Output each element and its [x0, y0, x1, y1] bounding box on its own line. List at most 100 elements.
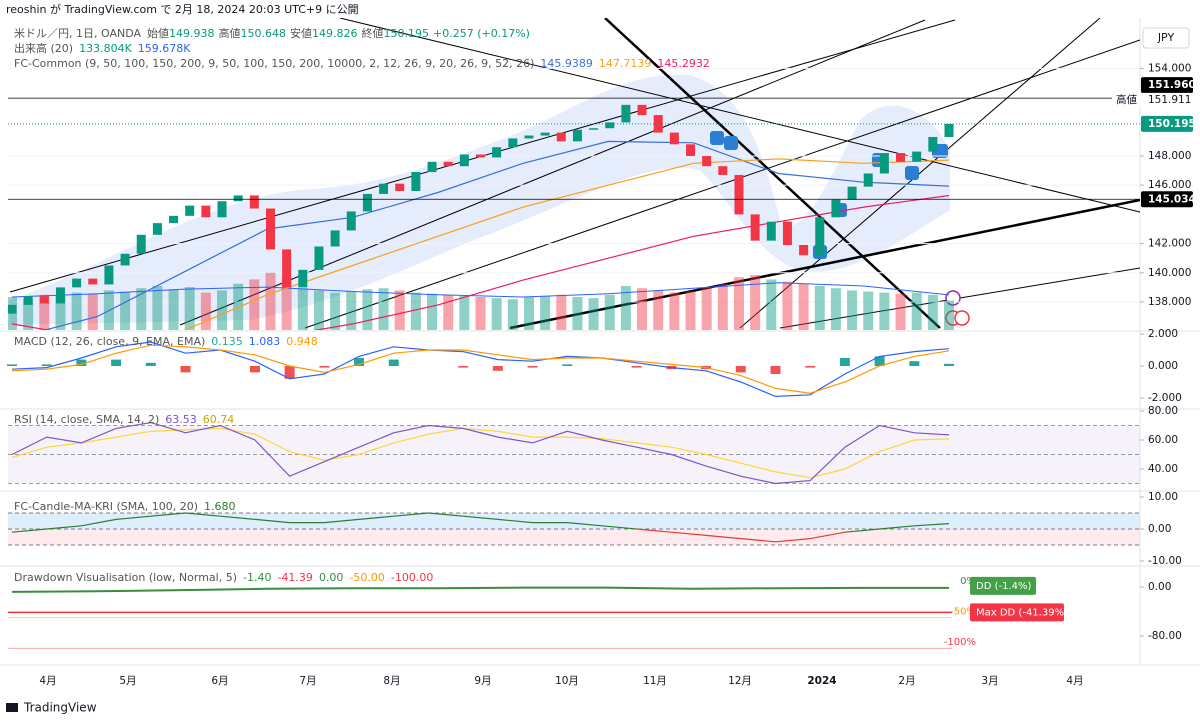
volume-bar	[217, 290, 228, 330]
volume-bar	[669, 292, 680, 330]
volume-bar	[927, 294, 938, 330]
x-tick-label: 4月	[39, 675, 56, 687]
series-line	[42, 140, 950, 330]
series-line	[11, 586, 949, 593]
change: +0.257 (+0.17%)	[433, 27, 530, 40]
macd-hist	[354, 358, 365, 366]
x-tick-label: 4月	[1066, 675, 1083, 687]
macd-hist	[562, 364, 573, 366]
price-tag	[1141, 191, 1193, 208]
ohlc-label: 高値	[219, 26, 241, 40]
trend-line	[509, 198, 1140, 330]
price-tag-label: 150.195	[1148, 118, 1196, 130]
candle	[72, 278, 82, 288]
macd-hist	[527, 366, 538, 368]
kri-pos-band	[8, 512, 1140, 529]
kri-segment	[497, 518, 533, 524]
dd-tag-label: DD (-1.4%)	[976, 581, 1031, 592]
candle	[896, 153, 906, 162]
volume-bar	[540, 295, 551, 330]
dd-label: Drawdown Visualisation (low, Normal, 5)	[14, 571, 237, 584]
rsi-value: 63.53	[165, 413, 197, 426]
volume-bar	[556, 294, 567, 330]
kri-segment	[254, 518, 290, 524]
separators	[0, 18, 1200, 666]
volume-bar	[717, 283, 728, 330]
series-line	[11, 344, 950, 394]
candle	[928, 136, 938, 152]
macd-hist	[319, 366, 330, 368]
currency[interactable]: JPY	[1157, 31, 1175, 44]
volume-bar	[782, 281, 793, 330]
volume-value: 133.804K	[79, 42, 132, 55]
volume-bar	[879, 292, 890, 330]
x-tick-label: 6月	[211, 675, 228, 687]
macd-hist	[111, 359, 122, 366]
ohlc-value: 149.938	[169, 27, 215, 40]
volume-bar	[346, 291, 357, 330]
volume-bar	[491, 298, 502, 330]
y-tick-label: 154.000	[1148, 62, 1191, 74]
y-tick-label: 0.000	[1148, 360, 1178, 372]
x-tick-label: 12月	[728, 675, 752, 687]
volume-bar	[297, 288, 308, 330]
ohlc-value: 149.826	[312, 27, 358, 40]
price-tag-label: 145.034	[1148, 193, 1196, 205]
candle	[766, 221, 776, 241]
currency-box[interactable]	[1142, 27, 1190, 49]
kri-segment	[706, 534, 741, 540]
y-tick-label: 142.000	[1148, 238, 1191, 250]
kri-segment	[185, 512, 221, 517]
kri-segment	[740, 537, 776, 543]
kri-segment	[324, 518, 360, 524]
macd-value: 0.135	[211, 335, 243, 348]
candle	[944, 123, 954, 137]
layer	[8, 421, 1140, 485]
volume-bar	[23, 299, 34, 330]
dd-tag	[970, 576, 1036, 595]
volume-bar	[895, 293, 906, 330]
candle	[782, 221, 792, 246]
volume-bar	[136, 288, 147, 330]
volume-bar	[637, 288, 648, 330]
dd-value: 0.00	[319, 571, 344, 584]
volume-bar	[766, 279, 777, 330]
macd-label: MACD (12, 26, close, 9, EMA, EMA)	[14, 335, 205, 348]
kri-neg-band	[8, 528, 1140, 545]
ohlc-label: 終値	[362, 26, 384, 40]
candle	[524, 135, 534, 139]
volume-bar	[459, 295, 470, 330]
candle	[815, 217, 825, 256]
candle	[249, 195, 259, 209]
volume-bar	[830, 288, 841, 330]
candle	[863, 173, 873, 187]
volume-bar	[152, 286, 163, 330]
volume-bar	[814, 286, 825, 330]
candle	[217, 201, 227, 218]
x-tick-label: 2024	[807, 675, 836, 687]
candle	[379, 183, 389, 194]
dd-tag-label: Max DD (-41.39%)	[976, 607, 1068, 618]
volume-value: 159.678K	[138, 42, 191, 55]
kri-segment	[636, 528, 672, 533]
volume-bar	[184, 287, 195, 330]
candle	[265, 208, 275, 250]
volume-bar	[604, 294, 615, 330]
candle	[637, 104, 647, 116]
macd-hist	[770, 366, 781, 374]
volume-bar	[362, 289, 373, 330]
kri-segment	[879, 525, 915, 530]
candle	[39, 296, 49, 304]
kri-segment	[81, 518, 117, 527]
high-tag-label: 151.911	[1148, 94, 1191, 106]
y-tick-label: 60.00	[1148, 434, 1178, 446]
volume-bar	[281, 277, 292, 330]
volume-bar	[394, 290, 405, 330]
x-tick-label: 11月	[643, 675, 667, 687]
candle	[443, 161, 453, 167]
layer	[7, 341, 954, 398]
volume-bar	[944, 300, 954, 330]
fc-value: 145.9389	[540, 57, 593, 70]
symbol-line: 米ドル／円, 1日, OANDA 始値149.938 高値150.648 安値149.…	[14, 26, 530, 40]
